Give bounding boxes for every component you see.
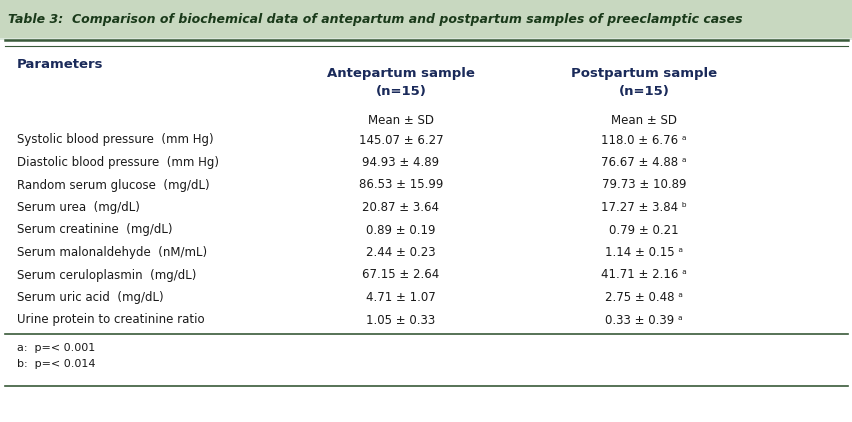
Text: Serum malonaldehyde  (nM/mL): Serum malonaldehyde (nM/mL) xyxy=(17,246,207,259)
Text: 17.27 ± 3.84 ᵇ: 17.27 ± 3.84 ᵇ xyxy=(601,201,686,214)
Text: 1.05 ± 0.33: 1.05 ± 0.33 xyxy=(366,314,435,327)
Text: 118.0 ± 6.76 ᵃ: 118.0 ± 6.76 ᵃ xyxy=(601,133,686,146)
Text: 76.67 ± 4.88 ᵃ: 76.67 ± 4.88 ᵃ xyxy=(601,156,686,169)
Text: a:  p=< 0.001: a: p=< 0.001 xyxy=(17,343,95,353)
Text: 79.73 ± 10.89: 79.73 ± 10.89 xyxy=(601,179,686,192)
Text: 145.07 ± 6.27: 145.07 ± 6.27 xyxy=(358,133,443,146)
Text: (n=15): (n=15) xyxy=(375,86,426,98)
Text: 0.79 ± 0.21: 0.79 ± 0.21 xyxy=(608,224,678,236)
Text: Table 3:  Comparison of biochemical data of antepartum and postpartum samples of: Table 3: Comparison of biochemical data … xyxy=(8,13,742,25)
Text: 4.71 ± 1.07: 4.71 ± 1.07 xyxy=(366,291,435,304)
Text: Postpartum sample: Postpartum sample xyxy=(570,68,717,81)
Text: Parameters: Parameters xyxy=(17,59,103,71)
Text: 2.44 ± 0.23: 2.44 ± 0.23 xyxy=(366,246,435,259)
Text: Serum urea  (mg/dL): Serum urea (mg/dL) xyxy=(17,201,140,214)
Text: Mean ± SD: Mean ± SD xyxy=(367,114,434,127)
Text: 41.71 ± 2.16 ᵃ: 41.71 ± 2.16 ᵃ xyxy=(601,268,686,281)
Text: 0.89 ± 0.19: 0.89 ± 0.19 xyxy=(366,224,435,236)
Bar xyxy=(0,0,852,38)
Text: 67.15 ± 2.64: 67.15 ± 2.64 xyxy=(362,268,439,281)
Text: 86.53 ± 15.99: 86.53 ± 15.99 xyxy=(359,179,442,192)
Text: 20.87 ± 3.64: 20.87 ± 3.64 xyxy=(362,201,439,214)
Text: b:  p=< 0.014: b: p=< 0.014 xyxy=(17,359,95,369)
Text: Diastolic blood pressure  (mm Hg): Diastolic blood pressure (mm Hg) xyxy=(17,156,219,169)
Text: Mean ± SD: Mean ± SD xyxy=(610,114,676,127)
Text: Serum ceruloplasmin  (mg/dL): Serum ceruloplasmin (mg/dL) xyxy=(17,268,196,281)
Text: 2.75 ± 0.48 ᵃ: 2.75 ± 0.48 ᵃ xyxy=(604,291,682,304)
Text: Serum creatinine  (mg/dL): Serum creatinine (mg/dL) xyxy=(17,224,172,236)
Text: Antepartum sample: Antepartum sample xyxy=(326,68,475,81)
Text: Urine protein to creatinine ratio: Urine protein to creatinine ratio xyxy=(17,314,204,327)
Text: 1.14 ± 0.15 ᵃ: 1.14 ± 0.15 ᵃ xyxy=(604,246,682,259)
Text: Random serum glucose  (mg/dL): Random serum glucose (mg/dL) xyxy=(17,179,210,192)
Text: Systolic blood pressure  (mm Hg): Systolic blood pressure (mm Hg) xyxy=(17,133,214,146)
Text: 0.33 ± 0.39 ᵃ: 0.33 ± 0.39 ᵃ xyxy=(604,314,682,327)
Text: Serum uric acid  (mg/dL): Serum uric acid (mg/dL) xyxy=(17,291,164,304)
Text: (n=15): (n=15) xyxy=(618,86,669,98)
Text: 94.93 ± 4.89: 94.93 ± 4.89 xyxy=(362,156,439,169)
